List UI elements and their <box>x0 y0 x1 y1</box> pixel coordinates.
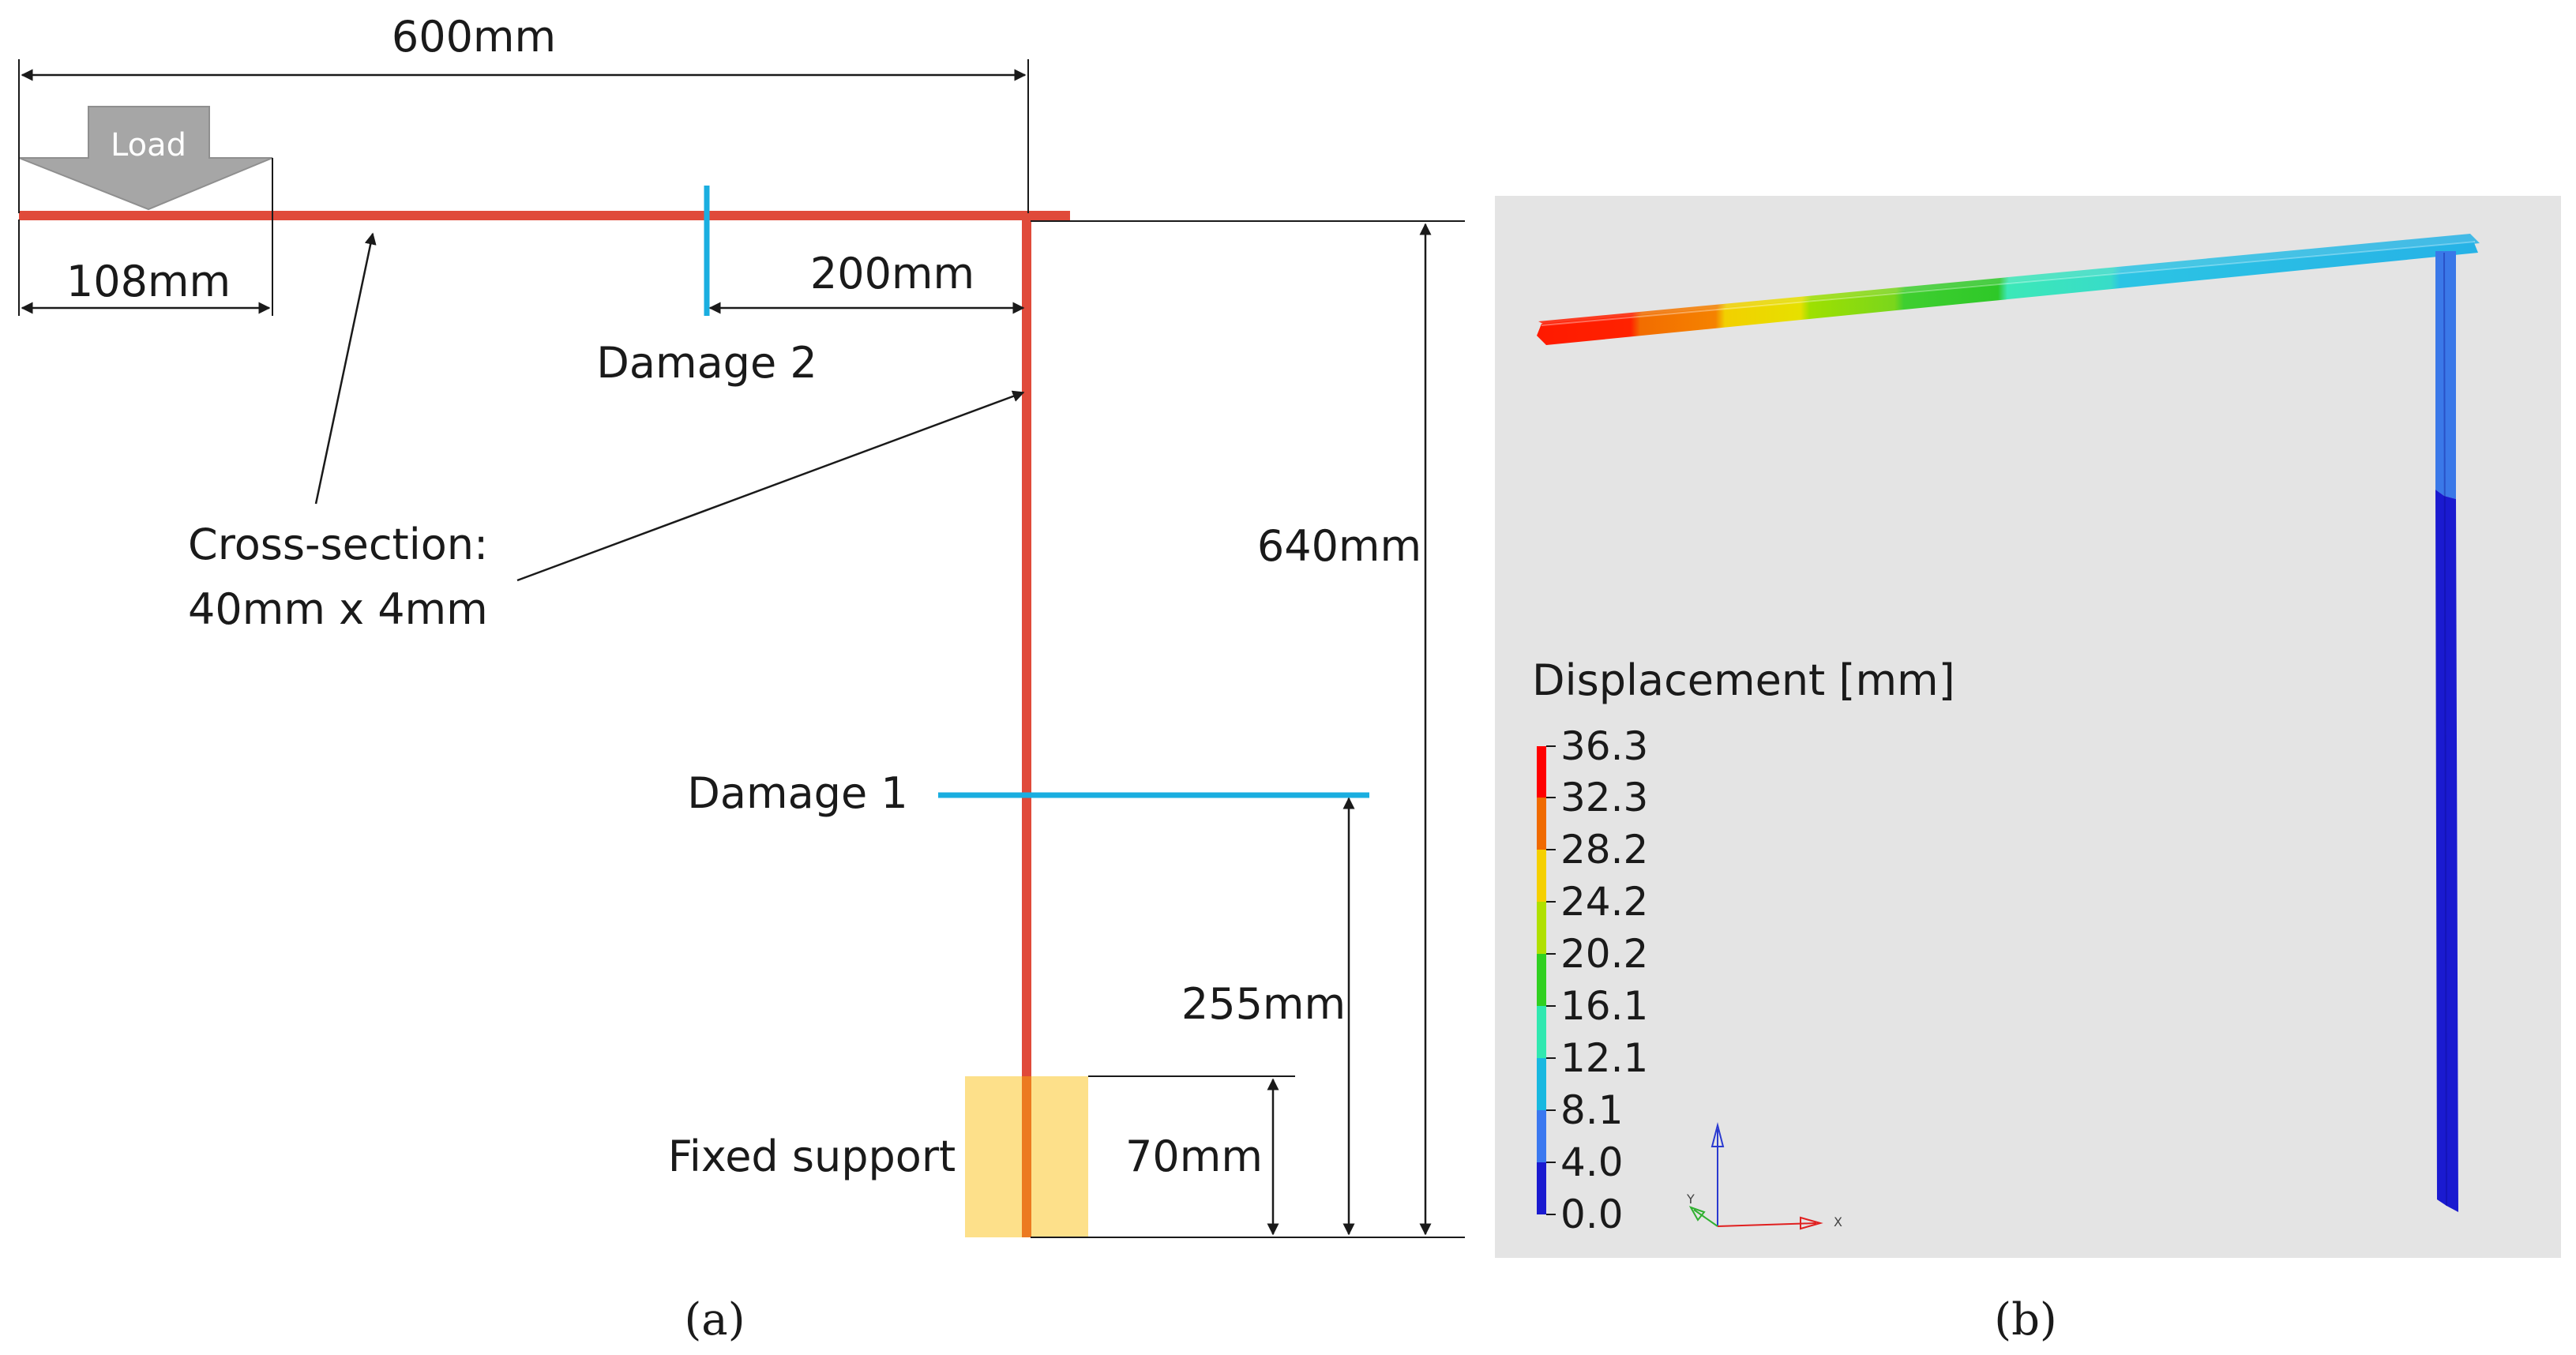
legend-tick-2: 28.2 <box>1560 827 1648 873</box>
deformed-beam <box>1537 241 2478 345</box>
legend-colorbar <box>1537 746 1546 1214</box>
caption-a: (a) <box>684 1294 745 1346</box>
axis-triad: Y X <box>1686 1122 1842 1230</box>
legend-swatch-2 <box>1537 850 1546 902</box>
legend-swatch-5 <box>1537 1006 1546 1058</box>
deformed-column-edge <box>2443 252 2447 1207</box>
legend-swatch-7 <box>1537 1110 1546 1162</box>
legend-tick-1: 32.3 <box>1560 775 1648 820</box>
dim-70-label: 70mm <box>1125 1132 1263 1181</box>
legend-swatch-0 <box>1537 746 1546 798</box>
legend-ticks <box>1546 745 1556 1215</box>
dim-600-label: 600mm <box>392 12 556 62</box>
legend-tick-3: 24.2 <box>1560 879 1648 925</box>
load-label: Load <box>111 127 186 163</box>
axis-x-label: X <box>1834 1214 1842 1229</box>
legend-title: Displacement [mm] <box>1532 655 1955 705</box>
legend-swatch-6 <box>1537 1058 1546 1110</box>
cross-section-leader-2 <box>516 390 1025 582</box>
simulation-viewport <box>1495 196 2561 1258</box>
damage-1-label: Damage 1 <box>687 768 907 818</box>
dim-255-label: 255mm <box>1181 979 1346 1029</box>
deformed-beam-edge <box>1541 241 2476 326</box>
axis-x-head <box>1800 1216 1823 1230</box>
legend-tick-5: 16.1 <box>1560 983 1648 1029</box>
legend-tick-8: 4.0 <box>1560 1139 1624 1185</box>
deformed-column-lower <box>2435 490 2458 1212</box>
axis-y-label: Y <box>1686 1192 1695 1207</box>
dim-640-label: 640mm <box>1257 521 1421 571</box>
panel-a: Load 600mm 108mm 200mm Damage 2 Cross-se… <box>18 12 1465 1346</box>
legend-swatch-4 <box>1537 954 1546 1006</box>
legend-tick-6: 12.1 <box>1560 1035 1648 1081</box>
axis-z-head <box>1688 1206 1706 1222</box>
deformed-column-upper <box>2435 251 2456 499</box>
cross-section-label-2: 40mm x 4mm <box>188 584 488 634</box>
axis-y-head <box>1710 1122 1725 1147</box>
dim-200-label: 200mm <box>810 249 974 298</box>
panel-b: Displacement [mm] 36.3 <box>1495 196 2561 1346</box>
legend-tick-7: 8.1 <box>1560 1087 1624 1133</box>
legend-tick-9: 0.0 <box>1560 1192 1624 1237</box>
load-arrow <box>18 106 273 211</box>
legend-swatch-8 <box>1537 1162 1546 1214</box>
cross-section-leader-1 <box>314 232 377 505</box>
damage-2-label: Damage 2 <box>596 338 817 388</box>
legend-swatch-3 <box>1537 902 1546 954</box>
legend-swatch-1 <box>1537 798 1546 850</box>
legend-tick-0: 36.3 <box>1560 723 1648 769</box>
caption-b: (b) <box>1994 1294 2057 1346</box>
cross-section-label-1: Cross-section: <box>188 520 488 569</box>
fixed-support-label: Fixed support <box>668 1132 956 1181</box>
axis-z-line <box>1693 1209 1718 1227</box>
legend-tick-4: 20.2 <box>1560 931 1648 977</box>
dim-108-label: 108mm <box>66 257 231 306</box>
